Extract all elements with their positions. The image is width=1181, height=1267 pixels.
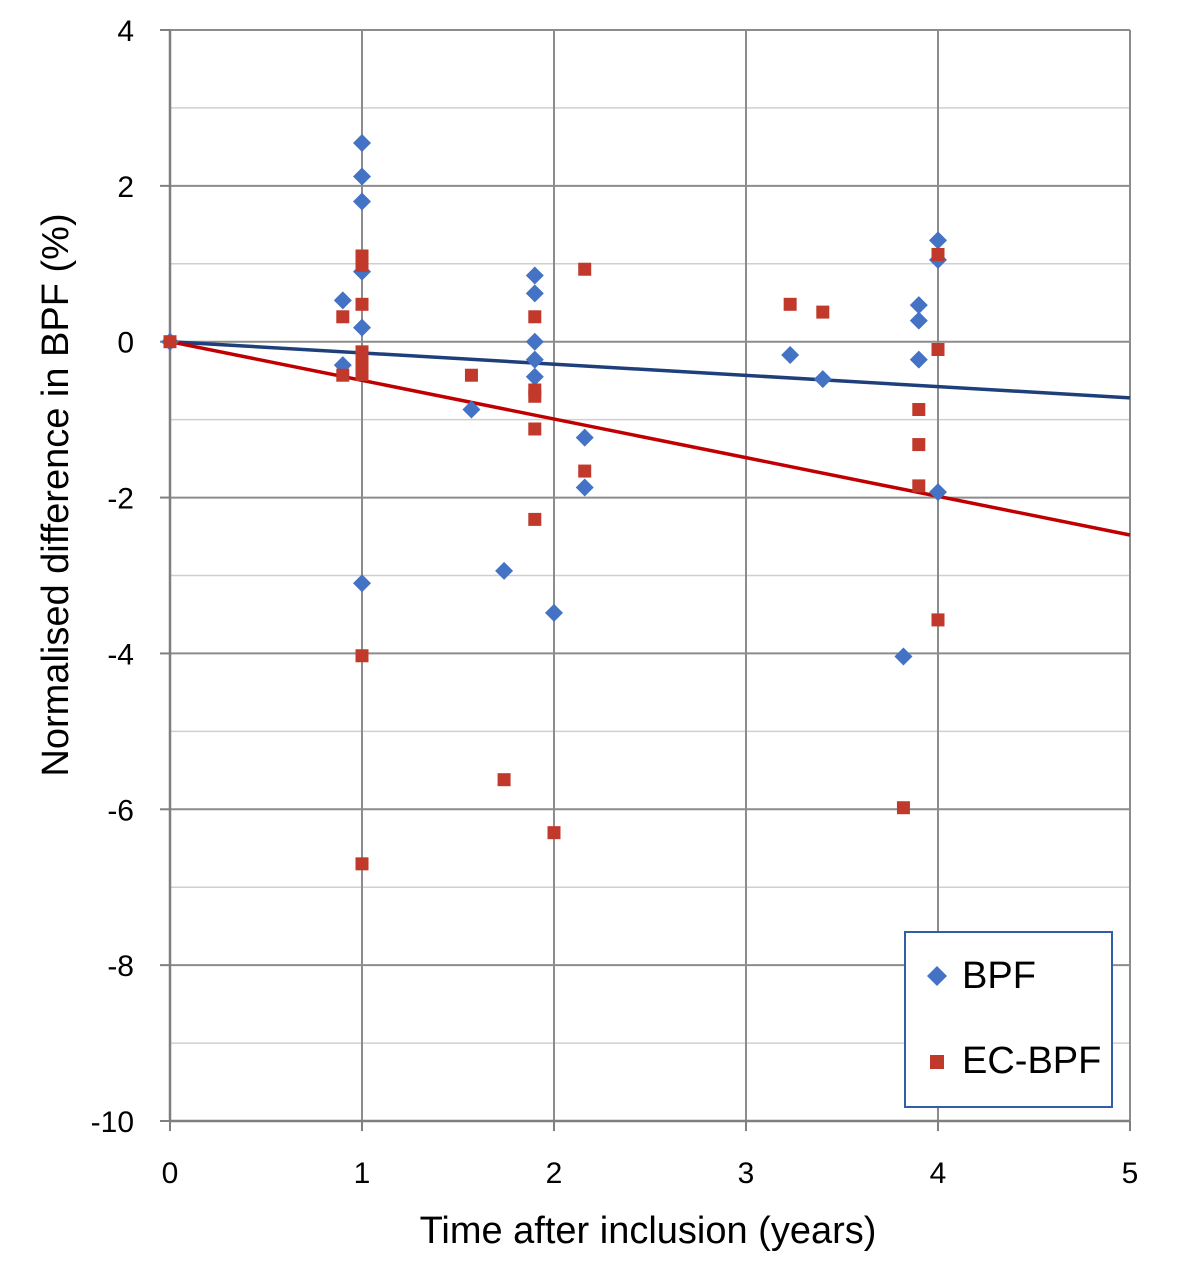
point-ec-bpf bbox=[497, 773, 511, 787]
point-bpf bbox=[353, 318, 371, 337]
point-bpf bbox=[353, 133, 371, 152]
legend-ec-bpf-label: EC-BPF bbox=[962, 1040, 1101, 1082]
legend: BPF EC-BPF bbox=[904, 931, 1113, 1108]
y-tick-label: -6 bbox=[107, 794, 134, 827]
point-bpf bbox=[575, 428, 594, 447]
point-bpf bbox=[353, 192, 371, 211]
point-bpf bbox=[525, 284, 544, 303]
x-tick-labels: 0 1 2 3 4 5 bbox=[162, 1157, 1139, 1190]
trendline-ec-bpf bbox=[169, 339, 1131, 537]
trendlines bbox=[169, 339, 1131, 537]
y-tick-label: -2 bbox=[107, 483, 134, 516]
point-ec-bpf bbox=[816, 305, 830, 319]
point-ec-bpf bbox=[336, 368, 350, 382]
y-tick-label: 4 bbox=[117, 15, 134, 48]
point-bpf bbox=[909, 350, 928, 369]
point-bpf bbox=[894, 647, 913, 666]
y-tick-label: 2 bbox=[117, 171, 134, 204]
y-tick-labels: 4 2 0 -2 -4 -6 -8 -10 bbox=[91, 15, 134, 1139]
y-tick-label: -8 bbox=[107, 950, 134, 983]
y-tick-label: 0 bbox=[117, 327, 134, 360]
point-ec-bpf bbox=[578, 464, 592, 478]
point-bpf bbox=[909, 296, 928, 315]
point-ec-bpf bbox=[355, 367, 369, 381]
point-ec-bpf bbox=[355, 356, 369, 370]
point-ec-bpf bbox=[912, 403, 926, 417]
y-tick-label: -4 bbox=[107, 638, 134, 671]
point-ec-bpf bbox=[464, 368, 478, 382]
point-bpf bbox=[525, 350, 544, 369]
point-bpf bbox=[575, 478, 594, 497]
point-bpf bbox=[545, 603, 563, 622]
point-ec-bpf bbox=[578, 262, 592, 276]
x-tick-label: 2 bbox=[546, 1157, 563, 1190]
point-bpf bbox=[781, 345, 800, 364]
major-gridlines bbox=[170, 29, 1131, 1121]
point-ec-bpf bbox=[912, 438, 926, 452]
point-ec-bpf bbox=[355, 649, 369, 663]
point-ec-bpf bbox=[912, 479, 926, 493]
point-ec-bpf bbox=[931, 613, 945, 627]
point-bpf bbox=[495, 561, 514, 580]
point-ec-bpf bbox=[783, 297, 797, 311]
point-ec-bpf bbox=[931, 343, 945, 357]
legend-bpf-label: BPF bbox=[962, 955, 1036, 997]
x-axis-title: Time after inclusion (years) bbox=[420, 1210, 877, 1252]
x-tick-label: 1 bbox=[354, 1157, 371, 1190]
point-bpf bbox=[353, 574, 371, 593]
point-ec-bpf bbox=[355, 297, 369, 311]
minor-gridlines bbox=[170, 107, 1130, 1044]
data-points bbox=[161, 133, 947, 871]
point-ec-bpf bbox=[547, 826, 561, 840]
x-tick-label: 0 bbox=[162, 1157, 179, 1190]
point-bpf bbox=[909, 311, 928, 330]
point-ec-bpf bbox=[336, 310, 350, 324]
point-bpf bbox=[929, 231, 947, 250]
x-tick-label: 4 bbox=[930, 1157, 947, 1190]
point-bpf bbox=[525, 332, 544, 351]
point-ec-bpf bbox=[528, 310, 542, 324]
x-tick-label: 5 bbox=[1122, 1157, 1139, 1190]
point-bpf bbox=[525, 367, 544, 386]
y-axis-title: Normalised difference in BPF (%) bbox=[35, 213, 77, 776]
point-bpf bbox=[929, 483, 947, 502]
point-ec-bpf bbox=[528, 422, 542, 436]
legend-box bbox=[904, 931, 1113, 1108]
point-ec-bpf bbox=[355, 258, 369, 272]
point-ec-bpf bbox=[931, 247, 945, 261]
point-ec-bpf bbox=[528, 512, 542, 526]
legend-ec-bpf-marker bbox=[930, 1055, 944, 1069]
point-bpf bbox=[353, 167, 371, 186]
x-tick-label: 3 bbox=[738, 1157, 755, 1190]
trendline-bpf bbox=[169, 339, 1131, 400]
point-bpf bbox=[462, 400, 481, 419]
axes bbox=[160, 29, 1131, 1131]
point-bpf bbox=[333, 291, 352, 310]
point-ec-bpf bbox=[163, 335, 177, 349]
point-bpf bbox=[525, 266, 544, 285]
point-ec-bpf bbox=[528, 389, 542, 403]
legend-bpf-marker bbox=[927, 966, 947, 986]
point-ec-bpf bbox=[355, 857, 369, 871]
y-tick-label: -10 bbox=[91, 1106, 134, 1139]
point-bpf bbox=[813, 370, 832, 389]
point-ec-bpf bbox=[896, 801, 910, 815]
point-ec-bpf bbox=[355, 345, 369, 359]
